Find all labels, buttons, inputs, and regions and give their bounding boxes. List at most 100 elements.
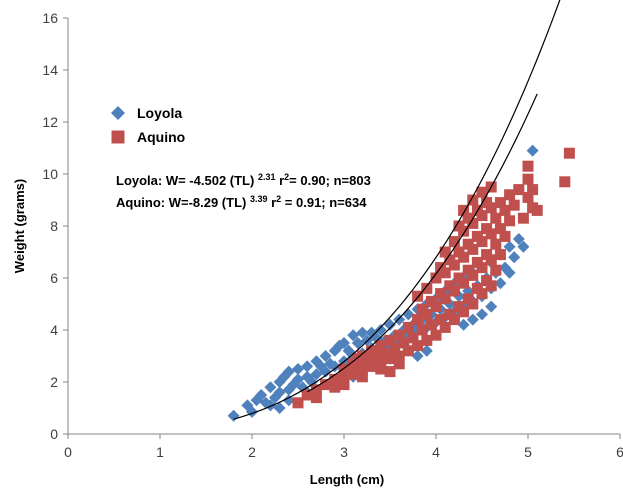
data-point-aquino: [476, 262, 488, 274]
y-tick-label: 16: [42, 10, 58, 26]
equation-suffix: = 0.91; n=634: [281, 195, 367, 210]
data-point-aquino: [467, 269, 479, 281]
data-point-loyola: [273, 386, 286, 399]
data-point-aquino: [366, 360, 378, 372]
data-point-aquino: [347, 368, 359, 380]
y-tick-label: 10: [42, 166, 58, 182]
data-point-aquino: [425, 319, 437, 331]
data-point-aquino: [421, 308, 433, 320]
data-point-loyola: [494, 277, 507, 290]
data-point-loyola: [393, 313, 406, 326]
data-point-aquino: [439, 267, 451, 279]
data-point-aquino: [310, 384, 322, 396]
data-point-aquino: [393, 350, 405, 362]
data-point-aquino: [448, 285, 460, 297]
data-point-aquino: [504, 189, 516, 201]
x-tick-label: 2: [248, 444, 256, 460]
data-point-aquino: [292, 397, 304, 409]
x-tick-label: 0: [64, 444, 72, 460]
data-point-loyola: [508, 251, 521, 264]
data-point-aquino: [476, 236, 488, 248]
legend-label-loyola: Loyola: [137, 105, 182, 121]
data-point-loyola: [351, 337, 364, 349]
data-point-aquino: [439, 246, 451, 258]
data-point-loyola: [319, 350, 332, 362]
data-point-aquino: [494, 223, 506, 235]
data-point-loyola: [374, 324, 387, 336]
data-point-aquino: [389, 342, 401, 354]
legend-marker-aquino: [111, 130, 125, 144]
data-point-loyola: [485, 300, 498, 313]
data-point-aquino: [485, 228, 497, 240]
data-point-aquino: [356, 363, 368, 375]
data-point-aquino: [448, 259, 460, 271]
data-point-aquino: [513, 184, 525, 196]
data-point-aquino: [301, 389, 313, 401]
data-point-aquino: [490, 264, 502, 276]
x-tick-label: 6: [616, 444, 623, 460]
data-point-aquino: [448, 236, 460, 248]
data-point-aquino: [485, 202, 497, 214]
data-point-loyola: [264, 381, 277, 394]
data-point-aquino: [356, 371, 368, 383]
y-tick-label: 12: [42, 114, 58, 130]
data-point-loyola: [503, 240, 516, 253]
data-point-aquino: [490, 238, 502, 250]
data-point-loyola: [301, 360, 314, 373]
data-point-aquino: [320, 379, 332, 391]
data-point-aquino: [398, 337, 410, 349]
data-point-loyola: [310, 368, 323, 381]
y-tick-label: 2: [50, 374, 58, 390]
data-point-aquino: [476, 288, 488, 300]
data-point-aquino: [329, 373, 341, 385]
equations: Loyola: W= -4.502 (TL) 2.31 r2= 0.90; n=…: [116, 172, 371, 210]
data-point-loyola: [356, 326, 369, 339]
data-point-aquino: [393, 358, 405, 370]
data-point-loyola: [457, 318, 470, 331]
data-point-aquino: [527, 184, 539, 196]
data-point-loyola: [227, 409, 240, 422]
equation-0: Loyola: W= -4.502 (TL) 2.31 r2= 0.90; n=…: [116, 172, 371, 188]
data-point-loyola: [319, 365, 332, 378]
data-point-aquino: [338, 379, 350, 391]
data-point-aquino: [522, 191, 534, 203]
data-point-aquino: [393, 329, 405, 341]
data-point-aquino: [522, 173, 534, 185]
data-point-aquino: [458, 306, 470, 318]
equation-r: r: [275, 173, 284, 188]
data-point-loyola: [411, 350, 424, 362]
data-point-aquino: [531, 204, 543, 216]
data-point-loyola: [347, 329, 360, 342]
data-point-aquino: [375, 355, 387, 367]
data-point-loyola: [476, 308, 488, 321]
x-tick-label: 3: [340, 444, 348, 460]
y-tick-label: 4: [50, 322, 58, 338]
data-point-aquino: [485, 254, 497, 266]
trendline: [233, 0, 561, 420]
equation-1: Aquino: W=-8.29 (TL) 3.39 r2 = 0.91; n=6…: [116, 194, 367, 210]
data-point-aquino: [375, 363, 387, 375]
equation-r-exponent: 2: [276, 194, 281, 204]
data-point-aquino: [430, 301, 442, 313]
data-point-loyola: [264, 399, 277, 412]
data-point-aquino: [439, 293, 451, 305]
x-tick-label: 4: [432, 444, 440, 460]
data-point-aquino: [458, 204, 470, 216]
data-point-loyola: [273, 402, 286, 414]
data-point-aquino: [476, 210, 488, 222]
data-point-loyola: [512, 233, 525, 245]
y-tick-label: 6: [50, 270, 58, 286]
legend-marker-loyola: [111, 106, 125, 120]
data-point-aquino: [338, 371, 350, 383]
equation-r: r: [268, 195, 277, 210]
x-tick-label: 1: [156, 444, 164, 460]
data-point-loyola: [292, 373, 304, 386]
series-aquino: [292, 147, 575, 409]
data-point-loyola: [338, 337, 350, 349]
data-point-loyola: [292, 363, 304, 375]
data-point-aquino: [402, 345, 414, 357]
data-point-loyola: [328, 360, 341, 373]
data-point-aquino: [517, 212, 529, 224]
